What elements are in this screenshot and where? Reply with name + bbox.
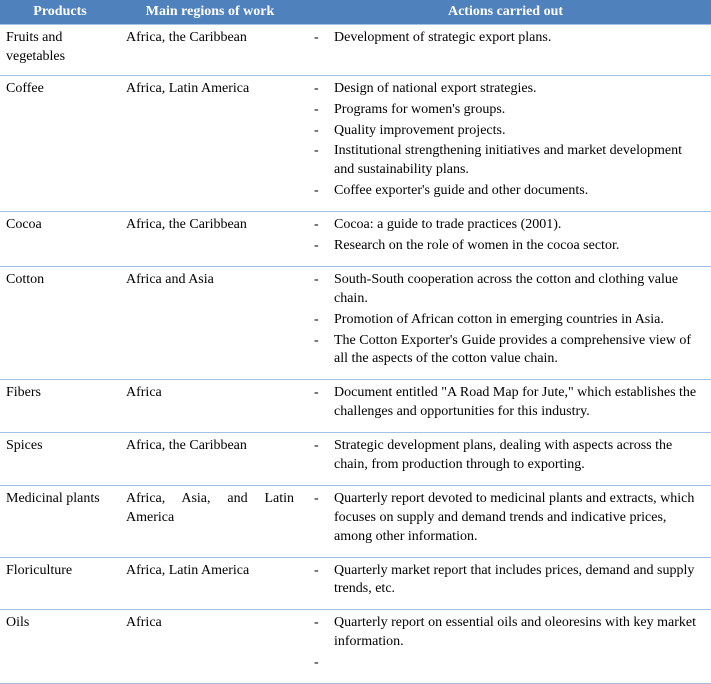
action-item: Cocoa: a guide to trade practices (2001)… — [334, 216, 705, 235]
cell-actions: Quarterly report devoted to medicinal pl… — [300, 485, 711, 557]
table-row: OilsAfrica Quarterly report on essential … — [0, 610, 711, 684]
cell-product: Medicinal plants — [0, 485, 120, 557]
cell-regions: Africa, Latin America — [120, 557, 300, 610]
actions-list: Quarterly report on essential oils and o… — [306, 614, 705, 673]
cell-product: Cotton — [0, 266, 120, 379]
actions-list: South-South cooperation across the cotto… — [306, 271, 705, 369]
cell-product: Oils — [0, 610, 120, 684]
action-item: Document entitled "A Road Map for Jute,"… — [334, 384, 705, 422]
cell-product: Spices — [0, 433, 120, 486]
action-item: Programs for women's groups. — [334, 101, 705, 120]
cell-product: Fibers — [0, 380, 120, 433]
cell-product: Coffee — [0, 75, 120, 211]
actions-list: Design of national export strategies. Pro… — [306, 80, 705, 201]
table-row: CottonAfrica and Asia South-South coopera… — [0, 266, 711, 379]
cell-product: Cocoa — [0, 212, 120, 267]
table-row: SpicesAfrica, the Caribbean Strategic dev… — [0, 433, 711, 486]
cell-actions: Document entitled "A Road Map for Jute,"… — [300, 380, 711, 433]
table-row: CocoaAfrica, the Caribbean Cocoa: a guide… — [0, 212, 711, 267]
action-item: Coffee exporter's guide and other docume… — [334, 182, 705, 201]
table-row: Fruits and vegetablesAfrica, the Caribbe… — [0, 25, 711, 76]
col-header-products: Products — [0, 0, 120, 25]
action-item: Institutional strengthening initiatives … — [334, 142, 705, 180]
cell-actions: Quarterly report on essential oils and o… — [300, 610, 711, 684]
cell-regions: Africa, Latin America — [120, 75, 300, 211]
col-header-actions: Actions carried out — [300, 0, 711, 25]
action-item: Quality improvement projects. — [334, 122, 705, 141]
cell-actions: Development of strategic export plans. — [300, 25, 711, 76]
actions-list: Strategic development plans, dealing wit… — [306, 437, 705, 475]
cell-regions: Africa, the Caribbean — [120, 25, 300, 76]
action-item: Quarterly report on essential oils and o… — [334, 614, 705, 652]
table-row: FibersAfrica Document entitled "A Road Ma… — [0, 380, 711, 433]
cell-regions: Africa, the Caribbean — [120, 212, 300, 267]
cell-regions: Africa, the Caribbean — [120, 433, 300, 486]
cell-product: Fruits and vegetables — [0, 25, 120, 76]
cell-actions: Strategic development plans, dealing wit… — [300, 433, 711, 486]
cell-actions: Quarterly market report that includes pr… — [300, 557, 711, 610]
action-item: The Cotton Exporter's Guide provides a c… — [334, 332, 705, 370]
action-item — [334, 654, 705, 673]
cell-regions: Africa — [120, 610, 300, 684]
cell-regions: Africa — [120, 380, 300, 433]
action-item: South-South cooperation across the cotto… — [334, 271, 705, 309]
cell-actions: Cocoa: a guide to trade practices (2001)… — [300, 212, 711, 267]
actions-list: Quarterly market report that includes pr… — [306, 562, 705, 600]
action-item: Quarterly report devoted to medicinal pl… — [334, 490, 705, 547]
col-header-regions: Main regions of work — [120, 0, 300, 25]
cell-product: Floriculture — [0, 557, 120, 610]
action-item: Design of national export strategies. — [334, 80, 705, 99]
actions-list: Quarterly report devoted to medicinal pl… — [306, 490, 705, 547]
table-row: Medicinal plantsAfrica, Asia, and Latin … — [0, 485, 711, 557]
action-item: Promotion of African cotton in emerging … — [334, 311, 705, 330]
action-item: Strategic development plans, dealing wit… — [334, 437, 705, 475]
actions-list: Development of strategic export plans. — [306, 29, 705, 48]
cell-actions: Design of national export strategies. Pro… — [300, 75, 711, 211]
cell-regions: Africa and Asia — [120, 266, 300, 379]
action-item: Quarterly market report that includes pr… — [334, 562, 705, 600]
action-item: Research on the role of women in the coc… — [334, 237, 705, 256]
actions-list: Document entitled "A Road Map for Jute,"… — [306, 384, 705, 422]
cell-regions: Africa, Asia, and Latin America — [120, 485, 300, 557]
products-table: Products Main regions of work Actions ca… — [0, 0, 711, 684]
table-row: CoffeeAfrica, Latin AmericaDesign of nat… — [0, 75, 711, 211]
action-item: Development of strategic export plans. — [334, 29, 705, 48]
table-row: FloricultureAfrica, Latin America Quarter… — [0, 557, 711, 610]
table-header-row: Products Main regions of work Actions ca… — [0, 0, 711, 25]
cell-actions: South-South cooperation across the cotto… — [300, 266, 711, 379]
actions-list: Cocoa: a guide to trade practices (2001)… — [306, 216, 705, 256]
